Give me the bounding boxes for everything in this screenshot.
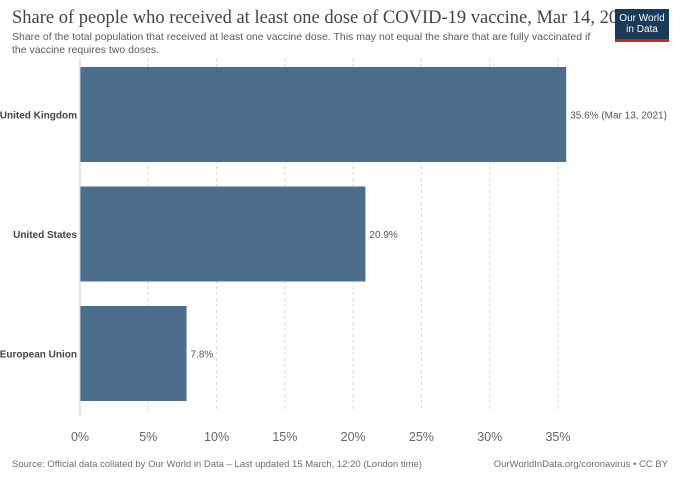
x-tick-label: 0% (71, 430, 89, 444)
bar (80, 306, 187, 401)
x-tick-label: 15% (272, 430, 297, 444)
x-tick-label: 30% (477, 430, 502, 444)
x-tick-label: 10% (204, 430, 229, 444)
data-label: 20.9% (369, 230, 397, 241)
x-tick-label: 5% (139, 430, 157, 444)
data-label: 35.6% (Mar 13, 2021) (570, 111, 667, 122)
logo-line-1: Our World (619, 13, 665, 24)
logo-line-2: in Data (626, 24, 658, 35)
data-label: 7.8% (191, 350, 214, 361)
x-tick-label: 35% (545, 430, 570, 444)
chart-title: Share of people who received at least on… (12, 8, 637, 28)
credit-link[interactable]: OurWorldInData.org/coronavirus • CC BY (493, 459, 668, 470)
x-tick-label: 20% (341, 430, 366, 444)
chart-subtitle: Share of the total population that recei… (12, 31, 591, 56)
bar (80, 67, 567, 162)
category-label: European Union (0, 350, 77, 361)
category-label: United Kingdom (0, 111, 77, 122)
bar (80, 186, 366, 282)
source-note: Source: Official data collated by Our Wo… (12, 459, 422, 470)
x-tick-label: 25% (409, 430, 434, 444)
category-label: United States (13, 230, 77, 241)
owid-logo[interactable]: Our World in Data (615, 9, 669, 42)
